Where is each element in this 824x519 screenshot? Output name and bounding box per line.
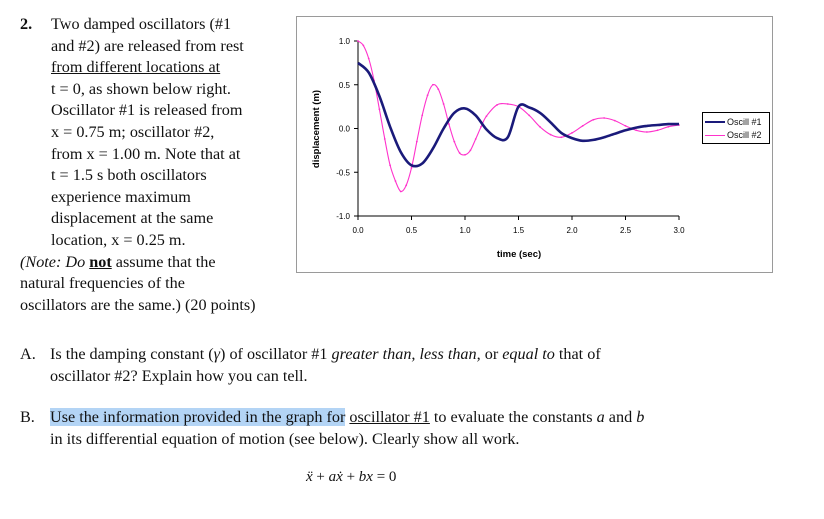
data-point-oscill-2 (383, 138, 386, 140)
data-point-oscill-2 (357, 40, 359, 42)
data-point-oscill-2 (432, 83, 434, 86)
data-point-oscill-2 (480, 125, 482, 128)
data-point-oscill-2 (426, 94, 429, 97)
note-line: (Note: Do not assume that the (20, 252, 216, 271)
legend-swatch (705, 134, 725, 136)
note-line: natural frequencies of the (20, 274, 185, 293)
y-tick-label: 1.0 (339, 37, 351, 46)
data-point-oscill-2 (378, 108, 381, 111)
y-tick-label: -1.0 (336, 212, 350, 221)
data-point-oscill-2 (442, 103, 445, 105)
y-tick-label: 0.5 (339, 81, 351, 90)
chart-svg: 1.00.50.0-0.5-1.00.0 0.5 1.0 1.5 2.0 2.5 3.0ti… (311, 37, 685, 260)
x-tick-label: 2.0 (566, 226, 578, 235)
series-line-oscill-1 (357, 61, 680, 168)
data-point-oscill-2 (464, 153, 466, 156)
data-point-oscill-2 (646, 131, 648, 133)
data-point-oscill-2 (362, 44, 365, 47)
x-tick-label: 1.0 (459, 226, 471, 235)
problem-line: x = 0.75 m; oscillator #2, (51, 122, 215, 141)
data-point-oscill-2 (592, 118, 595, 121)
data-point-oscill-2 (458, 152, 461, 154)
note-line: oscillators are the same.) (20 points) (20, 295, 256, 314)
y-tick-label: -0.5 (336, 168, 350, 177)
data-point-oscill-2 (474, 138, 477, 140)
x-tick-label: 0.5 (406, 226, 418, 235)
data-point-oscill-2 (613, 119, 616, 122)
part-a-label: A. (20, 345, 36, 363)
data-point-oscill-2 (549, 133, 552, 136)
data-point-oscill-2 (405, 184, 408, 187)
part-a-line: oscillator #2? Explain how you can tell. (50, 366, 308, 385)
problem-number: 2. (20, 15, 33, 33)
problem-line: t = 1.5 s both oscillators (51, 166, 207, 185)
x-tick-label: 3.0 (673, 226, 685, 235)
data-point-oscill-2 (581, 124, 584, 127)
data-point-oscill-2 (496, 103, 498, 106)
data-point-oscill-2 (528, 114, 531, 117)
data-point-oscill-2 (367, 57, 370, 60)
legend-entry-oscill-1: Oscill #1 (705, 116, 762, 128)
data-point-oscill-2 (437, 88, 440, 91)
problem-line: and #2) are released from rest (51, 36, 244, 55)
data-point-oscill-2 (415, 140, 418, 143)
data-point-oscill-2 (399, 190, 402, 193)
data-point-oscill-2 (389, 164, 391, 167)
problem-line: t = 0, as shown below right. (51, 79, 231, 98)
x-tick-label: 2.5 (620, 226, 632, 235)
part-b-line: B. Use the information provided in the gr… (20, 407, 644, 429)
problem-statement: 2. Two damped oscillators (#1 and #2) are… (20, 14, 310, 316)
data-point-oscill-2 (453, 140, 456, 143)
part-b-line: in its differential equation of motion (… (50, 429, 520, 448)
x-tick-label: 1.5 (513, 226, 525, 235)
x-tick-label: 0.0 (352, 226, 364, 235)
x-axis-label: time (sec) (497, 249, 541, 260)
problem-line: 2. Two damped oscillators (#1 (20, 14, 310, 36)
part-a-line: A. Is the damping constant (γ) of oscilla… (20, 344, 601, 366)
data-point-oscill-2 (394, 180, 397, 182)
highlighted-text[interactable]: Use the information provided in the grap… (50, 408, 346, 426)
data-point-oscill-2 (571, 131, 573, 134)
problem-line: Oscillator #1 is released from (51, 101, 243, 120)
y-axis-label: displacement (m) (311, 90, 322, 168)
data-point-oscill-2 (485, 115, 488, 118)
legend-swatch (705, 121, 725, 123)
data-point-oscill-2 (421, 114, 424, 117)
differential-equation: ẍ + aẋ + bx = 0 (306, 469, 397, 485)
problem-line: from x = 1.00 m. Note that at (51, 144, 241, 163)
problem-line: displacement at the same (51, 209, 214, 228)
data-point-oscill-2 (624, 124, 627, 127)
problem-line: location, x = 0.25 m. (51, 230, 186, 249)
displacement-chart: 1.0 0.5 0.0 -0.5 -1.0 0.0 0.5 1.0 1.5 2.0 2.5 3.0 ti… (296, 16, 773, 273)
chart-legend: Oscill #1 Oscill #2 (702, 112, 770, 144)
problem-line: from different locations at (51, 58, 221, 77)
data-point-oscill-2 (667, 125, 670, 128)
data-point-oscill-2 (656, 129, 659, 132)
data-point-oscill-2 (469, 149, 472, 152)
legend-entry-oscill-2: Oscill #2 (705, 129, 762, 141)
part-b: B. Use the information provided in the gr… (20, 407, 644, 450)
data-point-oscill-2 (603, 117, 605, 119)
y-tick-label: 0.0 (339, 125, 351, 134)
data-point-oscill-2 (448, 123, 450, 126)
series-line-oscill-2 (357, 40, 680, 193)
data-point-oscill-2 (635, 129, 638, 132)
part-b-label: B. (20, 408, 35, 426)
data-point-oscill-2 (560, 136, 563, 139)
problem-line: experience maximum (51, 187, 191, 206)
data-point-oscill-2 (410, 166, 413, 169)
part-a: A. Is the damping constant (γ) of oscilla… (20, 344, 601, 387)
data-point-oscill-2 (506, 103, 509, 105)
data-point-oscill-2 (539, 125, 541, 128)
